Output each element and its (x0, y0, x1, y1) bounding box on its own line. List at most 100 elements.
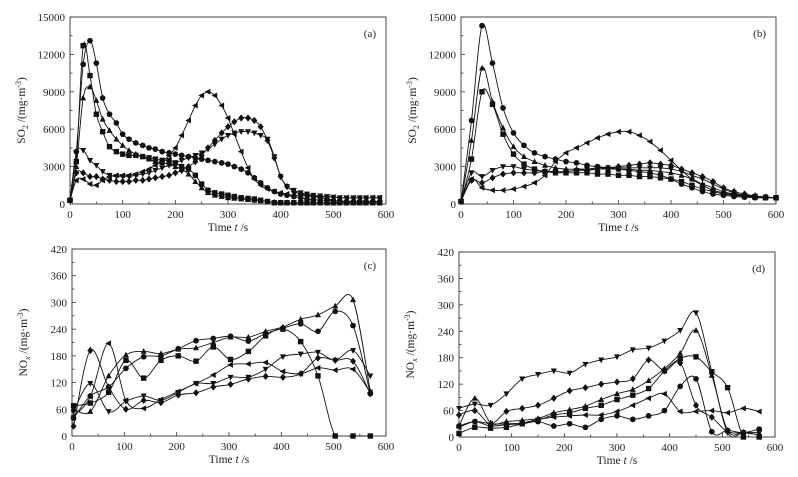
x-tick-label: 100 (505, 209, 522, 221)
marker-diamond (119, 177, 126, 186)
marker-triangle-down (146, 170, 152, 177)
y-tick-label: 360 (51, 271, 68, 283)
marker-triangle-up (119, 142, 126, 148)
marker-square (87, 400, 94, 406)
marker-square (113, 148, 120, 155)
x-axis-title: Time t /s (209, 454, 250, 466)
marker-triangle-up (531, 158, 538, 165)
marker-diamond (582, 384, 589, 392)
marker-circle (126, 136, 132, 143)
marker-triangle-left (105, 340, 112, 347)
marker-diamond (192, 158, 199, 166)
marker-triangle-down (159, 165, 166, 172)
marker-triangle-left (657, 147, 663, 154)
marker-square (99, 128, 106, 135)
marker-triangle-down (614, 354, 620, 361)
marker-diamond (279, 373, 286, 381)
marker-circle (531, 150, 538, 156)
marker-diamond (204, 144, 211, 152)
marker-triangle-up (598, 396, 605, 402)
x-axis-title: Time t /s (208, 222, 249, 234)
marker-diamond (87, 172, 94, 181)
marker-triangle-left (708, 407, 715, 414)
marker-circle (535, 418, 541, 425)
x-axis-title: Time t /s (598, 222, 639, 234)
marker-circle (238, 166, 245, 172)
marker-triangle-down (70, 409, 77, 415)
panel-label: (d) (752, 263, 765, 275)
y-tick-label: 0 (60, 199, 66, 211)
series-diamond (67, 114, 383, 206)
marker-square (709, 369, 715, 375)
marker-triangle-left (204, 88, 211, 95)
marker-circle (645, 413, 652, 419)
marker-triangle-left (520, 183, 527, 190)
marker-triangle-left (165, 152, 172, 159)
marker-triangle-left (740, 405, 746, 412)
marker-triangle-left (192, 380, 199, 387)
marker-square (636, 173, 643, 180)
marker-triangle-left (597, 411, 604, 418)
marker-diamond (210, 383, 217, 391)
x-tick-label: 300 (610, 209, 627, 221)
marker-triangle-up (218, 193, 225, 199)
panel-d: 0 100 200 300 400 500 600 0 60 120 180 240 300 360 420… (403, 247, 784, 467)
marker-diamond (605, 164, 611, 172)
marker-square (614, 396, 620, 403)
marker-triangle-up (693, 327, 699, 333)
marker-diamond (139, 176, 146, 184)
marker-square (367, 433, 373, 439)
y-tick-label: 120 (438, 379, 455, 391)
series-circle (456, 375, 763, 436)
x-tick-label: 400 (273, 441, 290, 453)
marker-diamond (218, 129, 225, 137)
x-tick-label: 100 (503, 442, 520, 454)
marker-diamond (122, 405, 129, 413)
y-tick-label: 240 (438, 326, 455, 338)
marker-circle (708, 428, 715, 435)
marker-diamond (125, 177, 132, 186)
marker-circle (193, 337, 199, 344)
curve-square (73, 328, 371, 437)
marker-diamond (105, 383, 112, 391)
marker-triangle-left (79, 176, 86, 183)
marker-triangle-up (310, 199, 317, 206)
marker-triangle-up (290, 199, 297, 206)
marker-triangle-down (350, 348, 357, 354)
marker-circle (218, 160, 225, 166)
y-tick-label: 420 (51, 244, 68, 256)
marker-triangle-down (519, 376, 526, 383)
panel-a: 0 100 200 300 400 500 600030006000900012000150… (14, 12, 395, 234)
marker-diamond (647, 159, 653, 167)
marker-triangle-left (303, 192, 310, 199)
marker-square (657, 175, 664, 181)
marker-triangle-left (257, 182, 264, 189)
marker-triangle-up (614, 390, 620, 397)
marker-triangle-down (87, 157, 94, 164)
marker-square (192, 172, 199, 179)
marker-triangle-left (343, 194, 349, 201)
x-tick-label: 0 (69, 441, 75, 453)
marker-triangle-down (535, 372, 541, 378)
marker-triangle-left (678, 167, 684, 174)
marker-triangle-left (676, 408, 683, 415)
marker-triangle-left (70, 412, 76, 419)
marker-circle (510, 130, 517, 136)
marker-diamond (193, 389, 200, 397)
marker-diamond (693, 401, 699, 409)
marker-diamond (225, 123, 231, 131)
marker-triangle-up (198, 184, 205, 191)
marker-square (198, 181, 205, 187)
marker-triangle-up (99, 115, 106, 122)
series-triangle-up (70, 293, 374, 415)
marker-circle (500, 105, 506, 111)
marker-diamond (489, 174, 496, 182)
marker-triangle-left (457, 198, 464, 205)
x-tick-label: 200 (168, 441, 185, 453)
marker-triangle-down (262, 366, 269, 373)
y-tick-label: 300 (438, 300, 455, 312)
marker-diamond (277, 172, 284, 181)
marker-triangle-down (693, 310, 699, 317)
y-tick-label: 0 (451, 199, 457, 211)
marker-triangle-left (86, 181, 93, 188)
